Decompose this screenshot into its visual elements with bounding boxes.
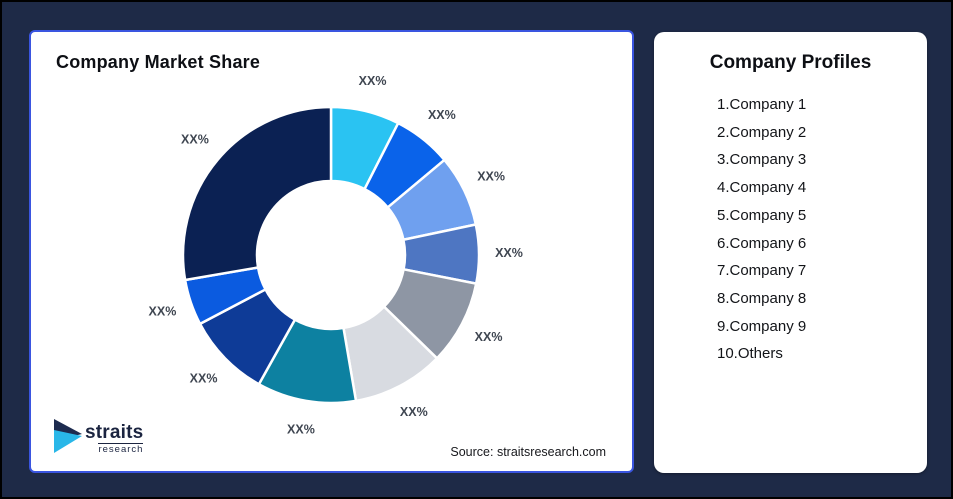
segment-label-10: XX% [181,133,209,147]
chart-title: Company Market Share [56,52,261,72]
profile-list-item: 3.Company 3 [717,151,807,169]
segment-label-8: XX% [190,372,218,386]
profile-list-item: 8.Company 8 [717,289,807,307]
segment-label-4: XX% [495,246,523,260]
segment-label-6: XX% [400,405,428,419]
profile-list-item: 7.Company 7 [717,262,807,280]
profiles-list: 1.Company 1 2.Company 2 3.Company 3 4.Compa… [717,91,927,368]
brand-logo: straits research [53,418,144,455]
company-profiles-card: Company Profiles 1.Company 1 2.Company 2 3… [654,32,927,473]
segment-label-2: XX% [428,108,456,122]
straits-arrow-icon [54,418,82,453]
segment-label-5: XX% [475,330,503,344]
brand-text: straits research [85,421,144,455]
profile-list-item: 9.Company 9 [717,317,807,335]
profile-list-item: 2.Company 2 [717,123,807,141]
market-share-card: XX% XX% XX% XX% XX% XX% XX% XX% XX% XX% Company M… [29,30,634,473]
profile-list-item: 5.Company 5 [717,206,807,224]
segment-label-3: XX% [477,169,505,183]
profile-list-item: 4.Company 4 [717,179,807,197]
profile-list-item: 10.Others [717,345,783,363]
brand-sub-name: research [98,442,144,455]
profile-list-item: 6.Company 6 [717,234,807,252]
source-note: Source: straitsresearch.com [450,445,606,459]
segment-label-7: XX% [287,423,315,437]
profile-list-item: 1.Company 1 [717,96,807,113]
profiles-title: Company Profiles [709,52,872,73]
segment-label-9: XX% [149,304,177,318]
donut-chart: XX% XX% XX% XX% XX% XX% XX% XX% XX% XX% [149,74,523,437]
donut-segment-10 [181,105,333,282]
segment-label-1: XX% [359,74,387,88]
brand-name: straits [85,421,144,443]
